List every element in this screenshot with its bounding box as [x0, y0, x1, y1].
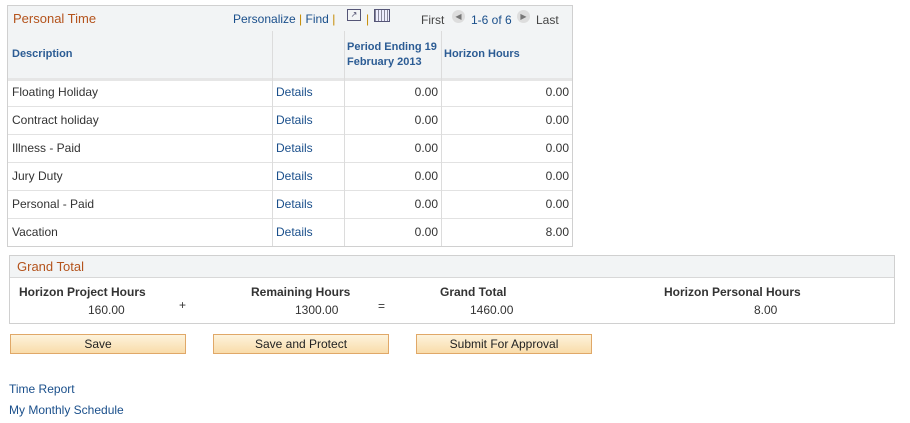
period-hours-cell: 0.00 — [345, 218, 442, 246]
grid-header: Personal Time Personalize | Find | ↗ | F… — [8, 6, 572, 32]
column-header-row: Description Period Ending 19 February 20… — [8, 31, 572, 81]
col-horizon-hours[interactable]: Horizon Hours — [444, 48, 520, 60]
col-period-ending[interactable]: Period Ending 19 February 2013 — [345, 31, 442, 78]
personal-hours-value: 8.00 — [754, 303, 778, 317]
period-hours-cell: 0.00 — [345, 162, 442, 190]
horizon-hours-cell: 0.00 — [545, 169, 569, 183]
grand-total-section: Grand Total Horizon Project Hours 160.00… — [9, 255, 895, 324]
horizon-hours-cell: 0.00 — [545, 113, 569, 127]
details-link[interactable]: Details — [273, 218, 345, 246]
table-row: Illness - Paid Details 0.00 0.00 — [8, 134, 572, 163]
table-row: Personal - Paid Details 0.00 0.00 — [8, 190, 572, 219]
horizon-hours-cell: 8.00 — [545, 225, 569, 239]
new-window-icon[interactable]: ↗ — [347, 9, 361, 21]
grand-total-title: Grand Total — [17, 259, 84, 274]
plus-sign: + — [179, 298, 187, 312]
description-cell: Floating Holiday — [8, 78, 273, 106]
separator: | — [299, 12, 303, 26]
details-link[interactable]: Details — [273, 134, 345, 162]
col-description[interactable]: Description — [8, 31, 273, 78]
horizon-hours-cell: 0.00 — [545, 141, 569, 155]
description-cell: Jury Duty — [8, 162, 273, 190]
row-range: 1-6 of 6 — [471, 13, 512, 27]
table-row: Vacation Details 0.00 8.00 — [8, 218, 572, 246]
grand-total-label: Grand Total — [440, 285, 507, 299]
find-link[interactable]: Find — [305, 12, 329, 26]
description-cell: Contract holiday — [8, 106, 273, 134]
col-details — [273, 31, 345, 78]
time-report-link[interactable]: Time Report — [9, 382, 75, 396]
save-button[interactable]: Save — [10, 334, 186, 354]
details-link[interactable]: Details — [273, 162, 345, 190]
first-label[interactable]: First — [421, 13, 445, 27]
personal-hours-label: Horizon Personal Hours — [664, 285, 801, 299]
table-row: Contract holiday Details 0.00 0.00 — [8, 106, 572, 135]
description-cell: Illness - Paid — [8, 134, 273, 162]
last-label[interactable]: Last — [536, 13, 559, 27]
period-hours-cell: 0.00 — [345, 106, 442, 134]
personal-time-grid: Personal Time Personalize | Find | ↗ | F… — [7, 5, 573, 247]
separator: | — [366, 12, 370, 26]
submit-for-approval-button[interactable]: Submit For Approval — [416, 334, 592, 354]
period-hours-cell: 0.00 — [345, 190, 442, 218]
table-row: Floating Holiday Details 0.00 0.00 — [8, 78, 572, 107]
table-row: Jury Duty Details 0.00 0.00 — [8, 162, 572, 191]
next-icon[interactable]: ▶ — [517, 10, 530, 23]
grand-total-value: 1460.00 — [470, 303, 514, 317]
details-link[interactable]: Details — [273, 190, 345, 218]
monthly-schedule-link[interactable]: My Monthly Schedule — [9, 403, 124, 417]
project-hours-value: 160.00 — [88, 303, 125, 317]
period-hours-cell: 0.00 — [345, 134, 442, 162]
previous-icon[interactable]: ◀ — [452, 10, 465, 23]
grid-title: Personal Time — [13, 11, 97, 26]
details-link[interactable]: Details — [273, 78, 345, 106]
personalize-link[interactable]: Personalize — [233, 12, 296, 26]
grand-total-header: Grand Total — [10, 256, 894, 278]
horizon-hours-cell: 0.00 — [545, 197, 569, 211]
period-hours-cell: 0.00 — [345, 78, 442, 106]
remaining-hours-label: Remaining Hours — [251, 285, 351, 299]
separator: | — [332, 12, 336, 26]
description-cell: Personal - Paid — [8, 190, 273, 218]
details-link[interactable]: Details — [273, 106, 345, 134]
download-spreadsheet-icon[interactable] — [374, 9, 390, 22]
equals-sign: = — [378, 299, 386, 313]
project-hours-label: Horizon Project Hours — [19, 285, 146, 299]
horizon-hours-cell: 0.00 — [545, 85, 569, 99]
description-cell: Vacation — [8, 218, 273, 246]
save-and-protect-button[interactable]: Save and Protect — [213, 334, 389, 354]
remaining-hours-value: 1300.00 — [295, 303, 339, 317]
